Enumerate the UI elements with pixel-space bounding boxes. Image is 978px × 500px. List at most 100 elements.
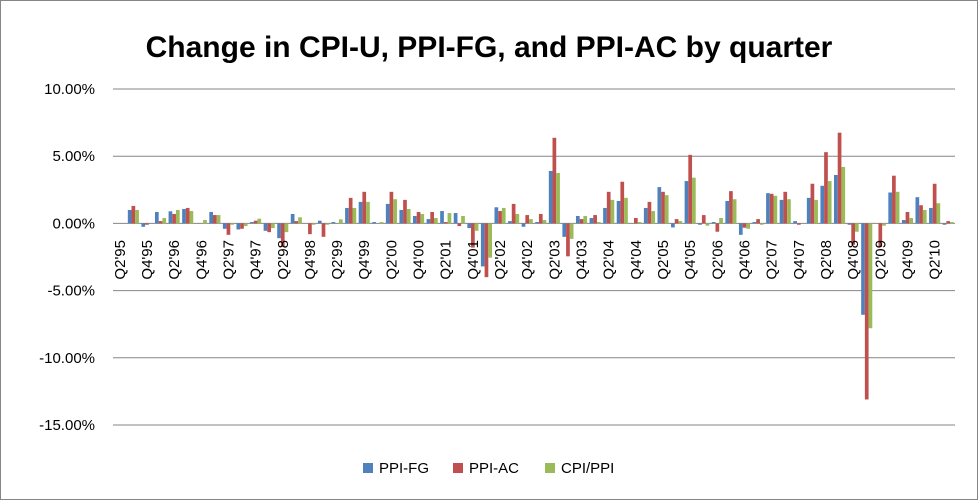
bar-ppi-ac	[729, 191, 733, 224]
bar-ppi-fg	[331, 222, 336, 224]
y-tick-label: 10.00%	[44, 81, 95, 98]
x-tick-label: Q4'06	[737, 240, 754, 280]
bar-ppi-fg	[494, 207, 499, 224]
bar-cpi-ppi	[732, 199, 737, 224]
bar-cpi-ppi	[664, 195, 669, 224]
bar-ppi-fg	[575, 216, 580, 224]
bar-cpi-ppi	[624, 197, 628, 224]
bar-ppi-ac	[932, 183, 937, 224]
x-tick-label: Q2'03	[546, 240, 563, 280]
bar-ppi-fg	[725, 200, 730, 224]
bar-ppi-ac	[308, 223, 312, 235]
bar-ppi-ac	[864, 223, 869, 400]
bar-ppi-ac	[457, 223, 462, 227]
bar-cpi-ppi	[841, 166, 846, 224]
bar-ppi-ac	[158, 221, 163, 224]
bar-cpi-ppi	[854, 223, 859, 232]
bar-ppi-fg	[277, 223, 281, 239]
bar-ppi-fg	[834, 175, 838, 224]
x-tick-label: Q2'08	[818, 240, 835, 280]
bar-ppi-fg	[562, 223, 567, 237]
bar-ppi-ac	[294, 221, 299, 224]
bar-cpi-ppi	[542, 220, 547, 224]
bar-cpi-ppi	[705, 223, 710, 226]
bar-ppi-ac	[769, 193, 774, 224]
legend-label: CPI/PPI	[561, 460, 614, 477]
bar-cpi-ppi	[882, 223, 886, 226]
bar-cpi-ppi	[352, 207, 357, 224]
bar-cpi-ppi	[216, 215, 221, 224]
bar-ppi-fg	[236, 223, 241, 230]
x-tick-label: Q4'04	[628, 240, 645, 280]
x-tick-label: Q4'96	[193, 240, 210, 280]
bars	[127, 132, 954, 400]
bar-cpi-ppi	[556, 173, 560, 224]
bar-ppi-ac	[185, 207, 190, 224]
bar-ppi-ac	[946, 221, 951, 224]
bar-ppi-ac	[511, 203, 516, 224]
bar-ppi-ac	[416, 211, 421, 224]
bar-ppi-ac	[267, 223, 272, 233]
bar-ppi-fg	[793, 221, 797, 224]
bar-ppi-ac	[824, 152, 828, 224]
x-tick-label: Q4'95	[139, 240, 156, 280]
bar-cpi-ppi	[162, 218, 167, 224]
bar-ppi-fg	[806, 197, 811, 224]
bar-ppi-ac	[905, 211, 910, 224]
bar-ppi-fg	[820, 185, 825, 224]
x-tick-label: Q2'06	[709, 240, 726, 280]
bar-cpi-ppi	[773, 195, 778, 224]
bar-ppi-ac	[837, 132, 842, 224]
bar-ppi-ac	[851, 223, 855, 245]
bar-ppi-ac	[443, 222, 448, 224]
bar-cpi-ppi	[447, 213, 452, 224]
bar-cpi-ppi	[922, 209, 927, 224]
bar-ppi-ac	[919, 205, 923, 224]
x-tick-label: Q2'10	[927, 240, 944, 280]
bar-cpi-ppi	[243, 223, 248, 227]
bar-cpi-ppi	[515, 213, 520, 224]
bar-ppi-ac	[606, 191, 611, 224]
bar-cpi-ppi	[692, 177, 696, 224]
bar-ppi-ac	[878, 223, 883, 247]
legend-label: PPI-FG	[379, 460, 429, 477]
bar-ppi-fg	[657, 187, 662, 224]
bar-ppi-fg	[643, 207, 648, 224]
bar-cpi-ppi	[230, 223, 234, 225]
legend-swatch	[453, 463, 463, 473]
bar-cpi-ppi	[651, 211, 655, 224]
bar-ppi-fg	[521, 223, 526, 227]
bar-ppi-fg	[250, 222, 254, 224]
bar-ppi-ac	[796, 223, 801, 225]
bar-ppi-ac	[471, 223, 475, 248]
bar-ppi-fg	[358, 201, 363, 224]
bar-cpi-ppi	[596, 222, 601, 224]
bar-ppi-ac	[647, 201, 652, 224]
bar-ppi-ac	[131, 205, 136, 224]
bar-ppi-fg	[752, 222, 757, 224]
bar-ppi-fg	[209, 211, 214, 224]
bar-ppi-ac	[715, 223, 720, 232]
bar-ppi-ac	[756, 219, 760, 224]
x-tick-label: Q2'07	[764, 240, 781, 280]
x-tick-label: Q4'98	[302, 240, 319, 280]
bar-ppi-fg	[141, 223, 146, 227]
bar-ppi-ac	[525, 215, 530, 224]
bar-cpi-ppi	[569, 223, 574, 239]
bar-cpi-ppi	[719, 218, 723, 224]
bar-ppi-fg	[263, 223, 268, 231]
bar-cpi-ppi	[827, 181, 832, 224]
bar-ppi-ac	[892, 175, 896, 224]
bar-ppi-ac	[430, 211, 434, 224]
x-tick-label: Q4'00	[411, 240, 428, 280]
legend-swatch	[545, 463, 555, 473]
bar-ppi-ac	[484, 223, 489, 278]
bar-ppi-ac	[253, 220, 258, 224]
bar-ppi-fg	[616, 200, 621, 224]
bar-ppi-fg	[467, 223, 472, 229]
bar-ppi-fg	[535, 222, 539, 224]
x-tick-label: Q2'96	[166, 240, 183, 280]
bar-ppi-ac	[498, 211, 502, 224]
bar-ppi-ac	[348, 197, 353, 224]
